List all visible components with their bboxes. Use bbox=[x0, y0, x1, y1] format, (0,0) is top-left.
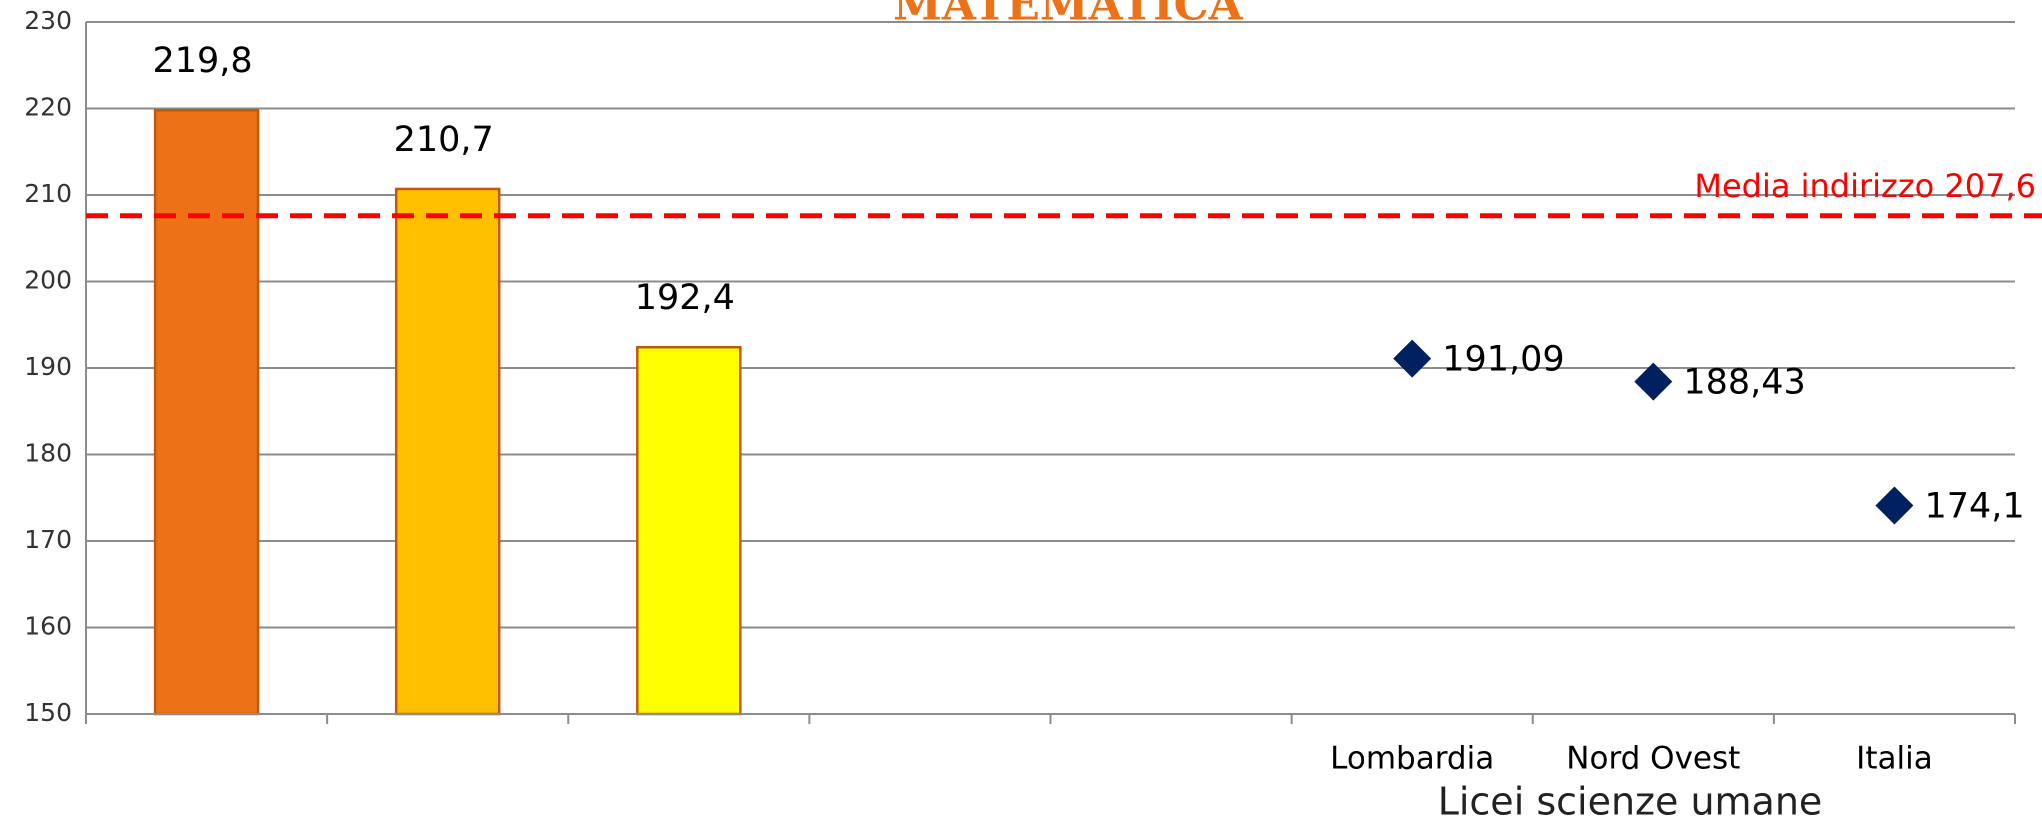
data-label: 188,43 bbox=[1683, 363, 1805, 403]
bar bbox=[636, 345, 742, 716]
data-label: 210,7 bbox=[394, 120, 494, 160]
marker bbox=[1875, 486, 1914, 525]
reference-label: Media indirizzo 207,6 bbox=[1694, 167, 2036, 205]
y-tick-label: 170 bbox=[24, 525, 72, 554]
data-label: 191,09 bbox=[1442, 340, 1564, 380]
bar bbox=[394, 187, 501, 716]
x-tick-label: Italia bbox=[1856, 741, 1933, 777]
data-label: 174,1 bbox=[1924, 487, 2024, 527]
data-label: 219,8 bbox=[152, 41, 252, 81]
marker bbox=[1634, 362, 1673, 401]
y-tick-label: 180 bbox=[24, 439, 72, 468]
data-label: 192,4 bbox=[635, 278, 735, 318]
y-tick-label: 190 bbox=[24, 352, 72, 381]
y-tick-label: 210 bbox=[24, 179, 72, 208]
y-tick-label: 220 bbox=[24, 93, 72, 122]
chart-title: MATEMATICA bbox=[893, 0, 1243, 31]
y-tick-label: 230 bbox=[24, 6, 72, 35]
bar bbox=[153, 108, 260, 716]
y-tick-label: 160 bbox=[24, 612, 72, 641]
y-tick-label: 150 bbox=[24, 698, 72, 727]
x-axis-title: Licei scienze umane bbox=[1438, 780, 1823, 821]
x-tick-label: Nord Ovest bbox=[1566, 741, 1740, 777]
marker bbox=[1393, 339, 1432, 378]
y-tick-label: 200 bbox=[24, 266, 72, 295]
x-tick-label: Lombardia bbox=[1330, 741, 1494, 777]
